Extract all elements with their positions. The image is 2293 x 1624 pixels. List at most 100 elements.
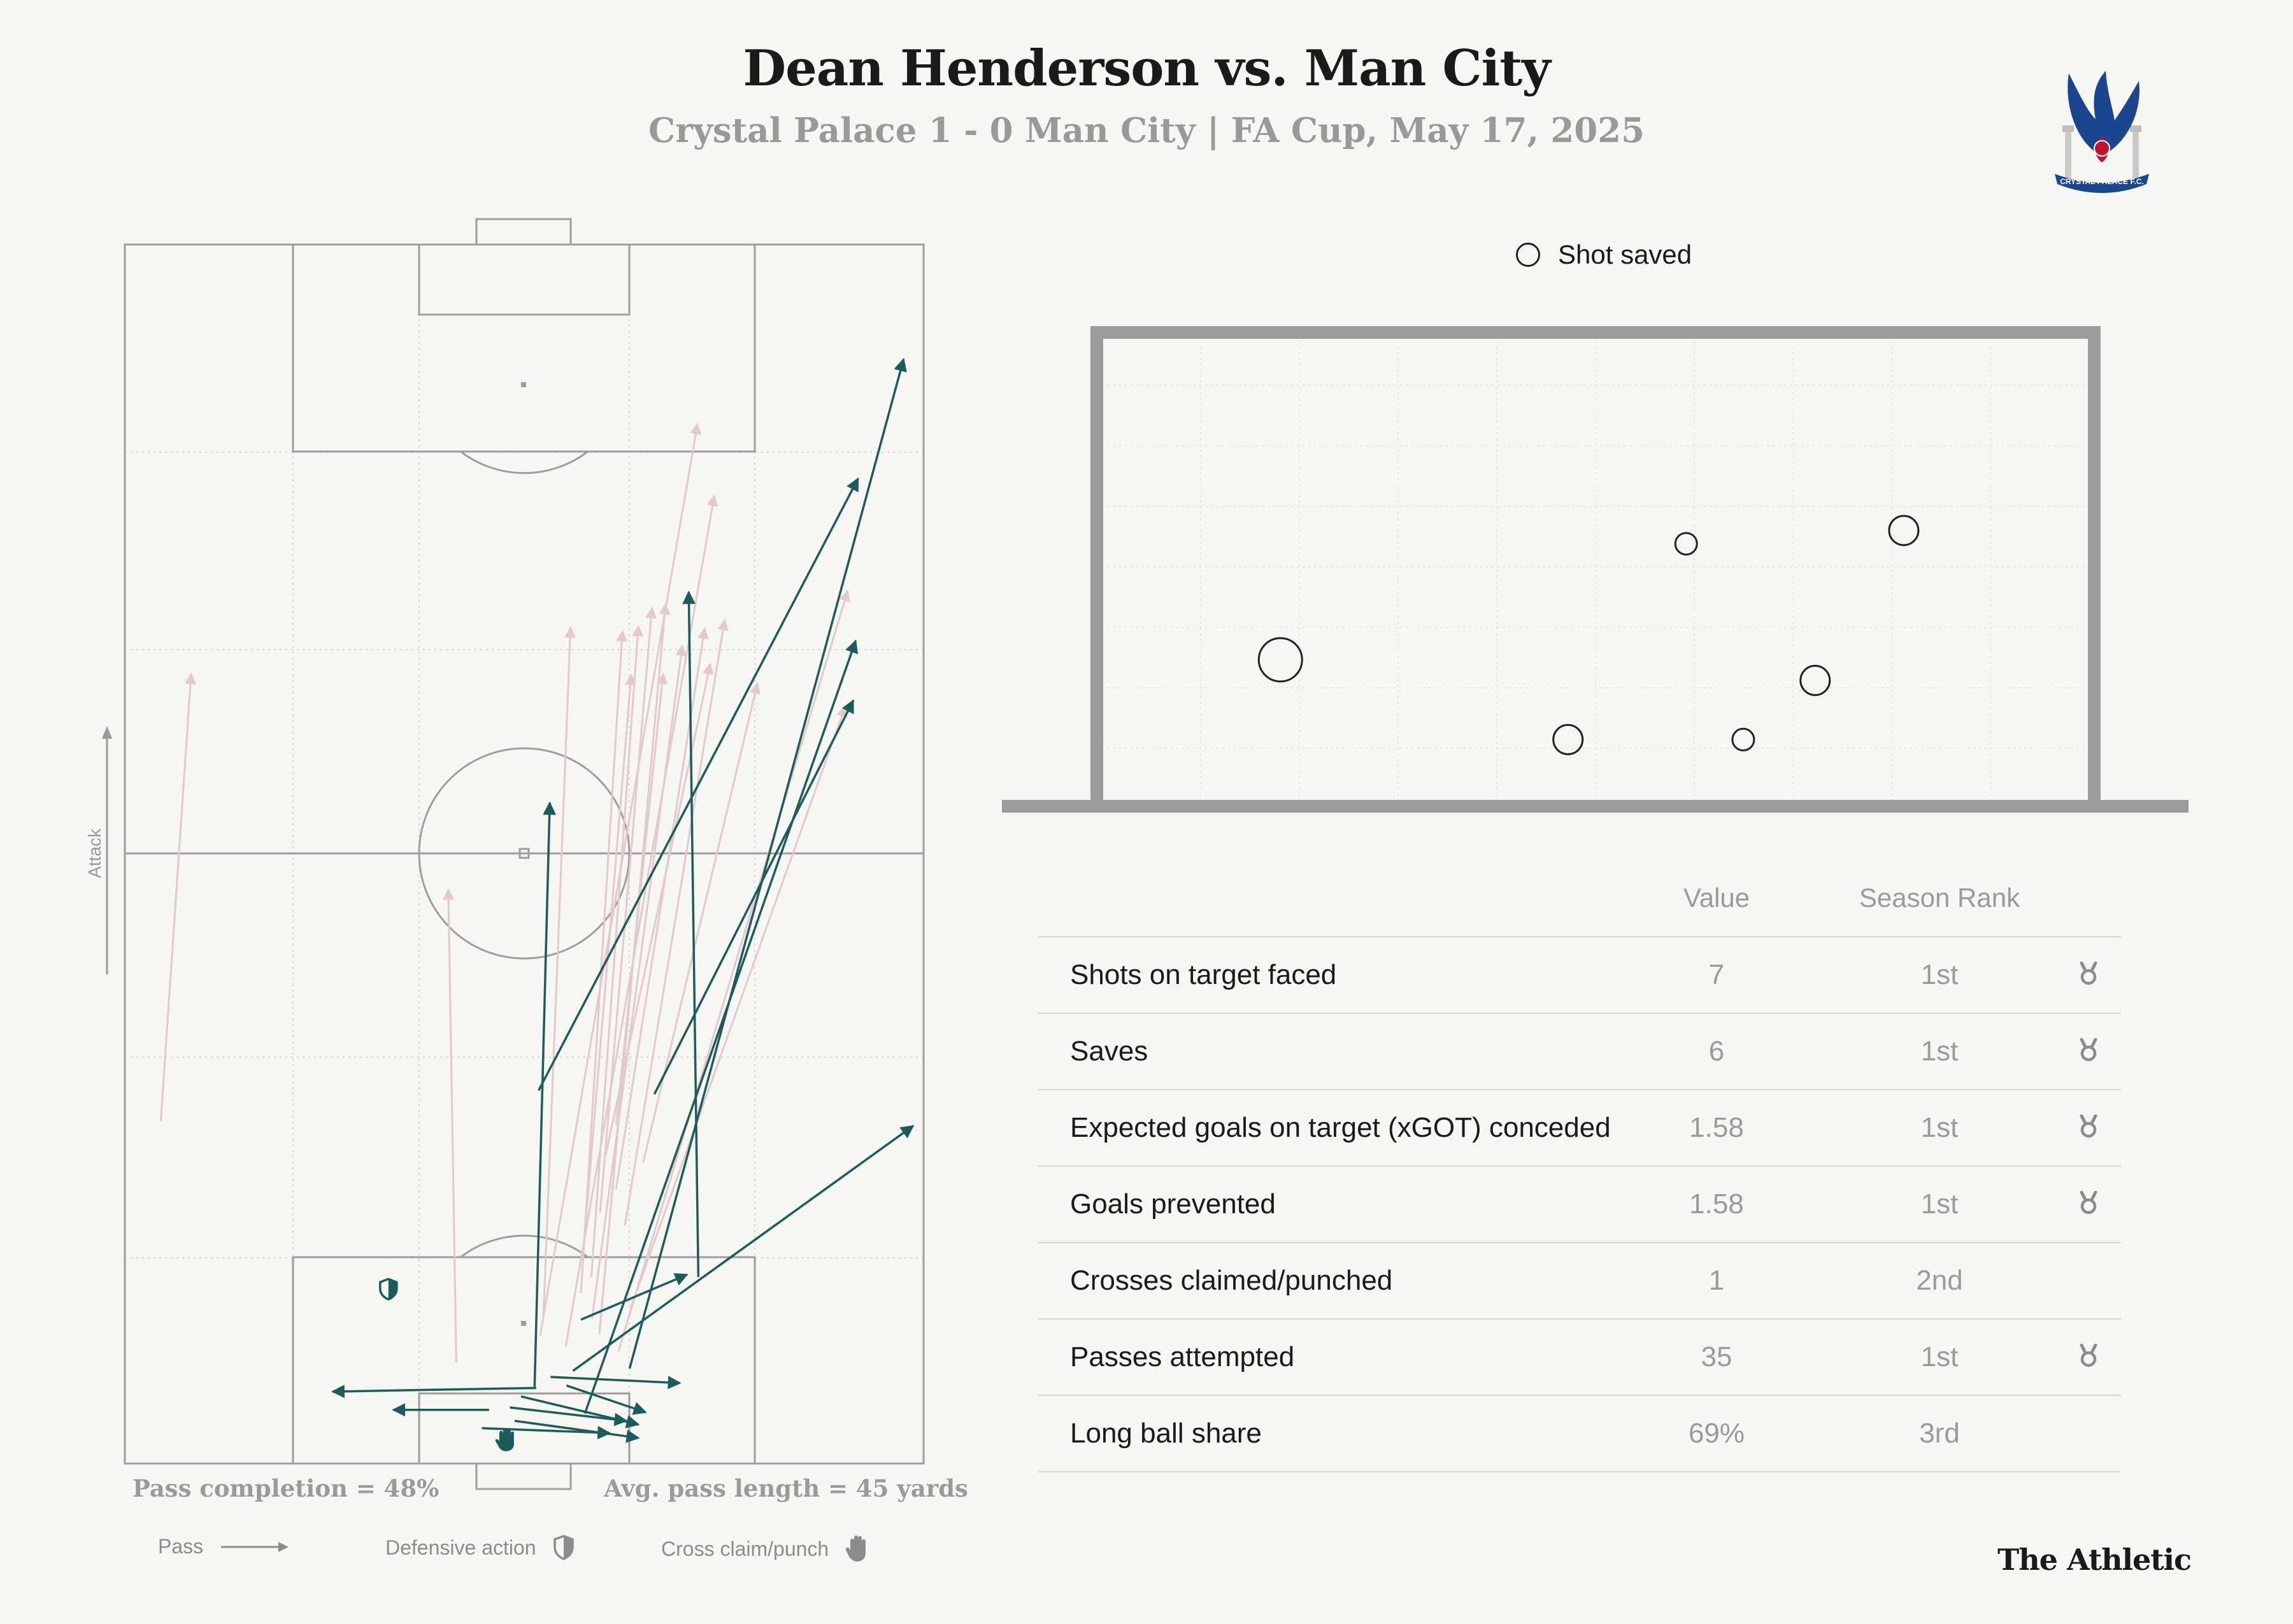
failed-pass-arrow [443,888,457,1363]
legend-shot-saved-label: Shot saved [1558,239,1692,269]
completed-pass-arrow [566,1384,647,1415]
failed-pass-arrow [599,606,657,1213]
stat-value: 1 [1708,1265,1725,1296]
stat-value: 1.58 [1689,1112,1744,1143]
defensive-action-shield-icon [379,1278,398,1301]
legend-defensive-action: Defensive action [385,1535,575,1560]
medal-icon [2080,1344,2097,1367]
attack-label: Attack [85,828,104,878]
completed-pass-arrow [583,639,859,1414]
defensive-actions [379,1278,398,1301]
medal-icon [2080,962,2097,985]
goal-net-grid [1102,341,2089,804]
medal-icon [2080,1191,2097,1214]
stat-value: 69% [1688,1418,1745,1449]
stat-value: 1.58 [1689,1188,1744,1220]
chart-subtitle: Crystal Palace 1 - 0 Man City | FA Cup, … [648,111,1645,150]
glove-icon [846,1535,866,1562]
stat-season-rank: 1st [1920,959,1959,990]
stat-season-rank: 1st [1920,1188,1959,1220]
stats-header: Value Season Rank [1038,873,2121,936]
penalty-spot-top [521,382,526,387]
legend-defensive-label: Defensive action [385,1535,536,1559]
failed-pass-arrow [590,625,644,1278]
penalty-spot-bottom [521,1321,526,1326]
stats-row: Long ball share 69% 3rd [1038,1395,2121,1472]
stats-row: Goals prevented 1.58 1st [1038,1165,2121,1242]
stat-label: Long ball share [1070,1418,1262,1449]
stat-season-rank: 1st [1920,1036,1959,1067]
completed-pass-arrow [510,1406,628,1427]
pitch-map: Attack [85,218,925,1490]
shot-saved-marker [1552,723,1584,755]
shot-saved-ring-icon [1516,243,1540,267]
failed-pass-arrow [624,618,729,1227]
failed-pass-arrow [564,494,718,1347]
stats-table: Value Season Rank Shots on target faced 7… [1038,873,2121,1472]
legend-pass: Pass [158,1535,290,1558]
failed-pass-arrow [642,682,761,1163]
stats-row: Crosses claimed/punched 1 2nd [1038,1242,2121,1318]
completed-pass-arrow [482,1425,611,1439]
stat-label: Saves [1070,1036,1148,1067]
completed-pass-arrow [628,357,907,1369]
goal-line [1002,800,2189,813]
stat-label: Goals prevented [1070,1188,1276,1220]
col-header-season-rank: Season Rank [1859,883,2020,913]
crest-text: CRYSTAL PALACE F.C. [2060,177,2144,186]
stat-label: Expected goals on target (xGOT) conceded [1070,1112,1611,1143]
stat-value: 35 [1701,1341,1732,1372]
shield-icon [553,1535,574,1560]
completed-pass-arrow [533,801,557,1387]
completed-pass-arrow [520,1395,640,1428]
crystal-palace-crest-logo: CRYSTAL PALACE F.C. [2055,71,2149,193]
pitch-lines [124,218,925,1490]
stat-season-rank: 2nd [1916,1265,1963,1296]
stat-label: Crosses claimed/punched [1070,1265,1393,1296]
chart-title: Dean Henderson vs. Man City [743,39,1550,97]
completed-pass-arrow [538,477,859,1092]
stat-label: Shots on target faced [1070,959,1337,990]
col-header-value: Value [1683,883,1750,913]
legend-shot-saved: Shot saved [1516,239,1692,270]
failed-pass-arrow [542,626,576,1318]
stat-value: 7 [1708,959,1725,990]
failed-pass-arrow [159,672,196,1122]
stats-row: Expected goals on target (xGOT) conceded… [1038,1089,2121,1165]
medal-icon [2080,1038,2097,1062]
shot-saved-marker [1799,664,1831,696]
stats-row: Saves 6 1st [1038,1013,2121,1089]
completed-passes [331,357,915,1443]
medal-icon [2080,1115,2097,1138]
shot-saved-marker [1257,637,1303,683]
stats-row: Passes attempted 35 1st [1038,1318,2121,1395]
failed-passes [159,422,850,1363]
completed-pass-arrow [653,699,855,1095]
failed-pass-arrow [629,705,848,1309]
completed-pass-arrow [331,1385,536,1399]
attack-direction: Attack [85,726,112,974]
shot-saved-marker [1888,515,1920,546]
failed-pass-arrow [580,629,628,1293]
pass-arrow-icon [221,1541,289,1552]
failed-pass-arrow [591,644,687,1319]
completed-pass-arrow [682,590,700,1278]
shots-saved [1257,515,1920,755]
stat-label: Passes attempted [1070,1341,1295,1372]
completed-pass-arrow [572,1125,915,1372]
failed-pass-arrow [539,422,702,1336]
legend-pass-label: Pass [158,1535,204,1558]
completed-pass-arrow [580,1273,689,1321]
failed-pass-arrow [617,589,850,1352]
stats-row: Shots on target faced 7 1st [1038,936,2121,1013]
shot-saved-marker [1731,727,1755,751]
goal-map [1002,326,2189,813]
shot-saved-marker [1674,532,1698,556]
stat-value: 6 [1708,1036,1725,1067]
avg-pass-length-stat: Avg. pass length = 45 yards [604,1474,968,1502]
stat-season-rank: 1st [1920,1341,1959,1372]
completed-pass-arrow [514,1420,640,1443]
completed-pass-arrow [550,1376,682,1390]
stats-body: Shots on target faced 7 1st Saves 6 1st Expect… [1038,936,2121,1472]
legend-cross-claim: Cross claim/punch [661,1535,871,1563]
